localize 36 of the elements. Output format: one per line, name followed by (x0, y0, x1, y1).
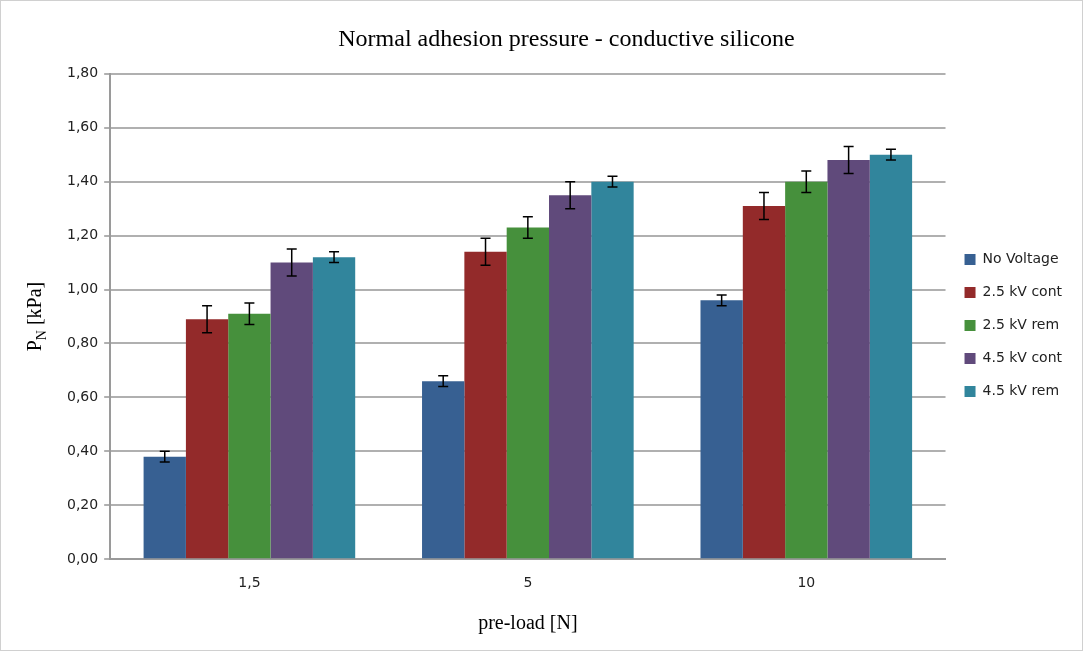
bar (270, 262, 313, 559)
x-axis-title: pre-load [N] (478, 611, 578, 635)
y-tick-label: 1,20 (67, 226, 99, 243)
bar (185, 319, 229, 559)
bar (228, 313, 271, 559)
y-tick-label: 0,40 (67, 441, 99, 458)
y-tick-label: 0,60 (67, 388, 99, 405)
y-tick-label: 1,60 (67, 118, 99, 135)
chart-title: Normal adhesion pressure - conductive silicone (338, 24, 795, 51)
y-tick-label: 1,40 (67, 172, 99, 189)
bar (143, 456, 186, 559)
bar (549, 195, 592, 559)
bar (312, 257, 356, 559)
y-tick-label: 0,80 (67, 334, 99, 351)
bar (700, 300, 743, 559)
bar (591, 181, 634, 559)
legend-label: 2.5 kV cont (982, 283, 1063, 300)
legend-label: 2.5 kV rem (982, 316, 1060, 333)
bar (869, 154, 913, 559)
y-tick-label: 0,00 (67, 549, 99, 566)
bar (422, 381, 465, 559)
y-axis-title: PN [kPa] (23, 281, 49, 352)
legend-label: No Voltage (982, 250, 1059, 267)
bar (506, 227, 550, 559)
x-tick-label: 10 (797, 574, 816, 591)
x-tick-label: 1,5 (238, 574, 261, 591)
bar (827, 160, 870, 559)
legend-label: 4.5 kV cont (982, 349, 1063, 366)
x-tick-label: 5 (523, 574, 533, 591)
y-tick-label: 1,00 (67, 280, 99, 297)
y-tick-label: 1,80 (67, 64, 99, 81)
bar (464, 251, 507, 559)
bar (742, 205, 786, 559)
bar (785, 181, 828, 559)
y-tick-label: 0,20 (67, 495, 99, 512)
legend-label: 4.5 kV rem (982, 382, 1060, 399)
